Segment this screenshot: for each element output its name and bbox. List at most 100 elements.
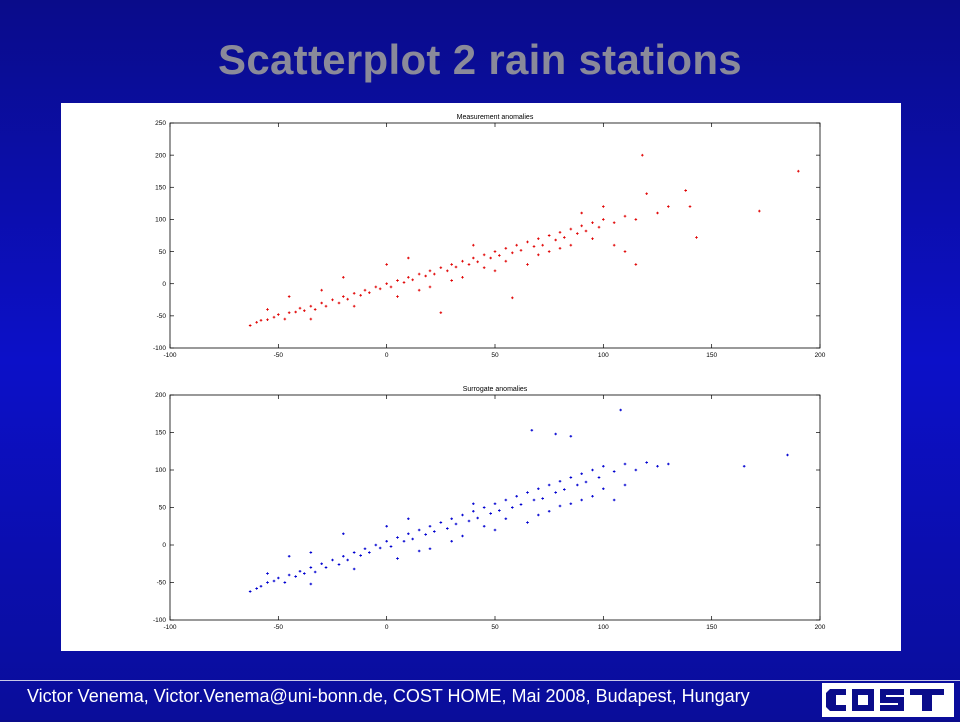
data-point [324, 304, 328, 308]
data-point [597, 225, 601, 229]
data-point [396, 536, 399, 539]
data-point [402, 539, 406, 543]
data-point [612, 470, 616, 473]
slide-title: Scatterplot 2 rain stations [218, 36, 742, 83]
y-tick-label: -50 [157, 580, 167, 587]
data-point [656, 211, 659, 215]
data-point [396, 279, 399, 282]
data-point [688, 205, 692, 208]
data-point [266, 572, 269, 575]
x-tick-label: 100 [598, 624, 609, 631]
data-point [504, 247, 508, 250]
data-point [411, 537, 414, 541]
data-point [695, 236, 698, 239]
data-point [498, 509, 501, 512]
data-point [309, 551, 313, 554]
data-point [363, 288, 367, 292]
data-point [320, 288, 323, 292]
data-point [530, 428, 534, 432]
data-point [324, 566, 328, 569]
data-point [248, 324, 252, 327]
data-point [584, 229, 588, 233]
data-point [255, 587, 258, 590]
data-point [504, 498, 508, 502]
data-point [385, 524, 388, 528]
data-point [482, 266, 486, 269]
data-point [385, 263, 388, 266]
data-point [266, 581, 269, 584]
y-tick-label: -100 [153, 345, 166, 352]
data-point [623, 250, 627, 253]
data-point [428, 285, 432, 289]
data-point [537, 487, 540, 491]
x-tick-label: 150 [706, 352, 717, 359]
y-tick-label: 200 [155, 152, 166, 159]
data-point [368, 551, 371, 554]
data-point [374, 285, 378, 289]
footer-divider [0, 680, 960, 681]
data-point [612, 221, 616, 224]
data-point [580, 498, 583, 502]
data-point [294, 575, 297, 578]
data-point [532, 245, 536, 248]
data-point [537, 237, 540, 241]
data-point [558, 504, 562, 508]
data-point [684, 189, 687, 192]
data-point [385, 282, 388, 286]
data-point [352, 551, 356, 554]
data-point [602, 487, 605, 491]
y-tick-label: 250 [155, 120, 166, 127]
data-point [342, 554, 345, 558]
data-point [526, 491, 529, 494]
data-point [569, 502, 573, 506]
footer-text: Victor Venema, Victor.Venema@uni-bonn.de… [27, 686, 750, 706]
data-point [309, 582, 313, 586]
data-point [554, 238, 557, 242]
data-point [389, 285, 393, 289]
data-point [417, 549, 421, 553]
data-point [342, 532, 345, 536]
data-point [428, 524, 432, 528]
plot-frame [169, 122, 821, 349]
data-point [537, 513, 540, 517]
data-point [424, 533, 427, 536]
data-point [645, 461, 648, 464]
data-point [255, 320, 258, 324]
data-point [558, 230, 562, 234]
plot-frame [169, 394, 821, 621]
data-point [634, 263, 638, 266]
data-point [396, 295, 399, 298]
data-point [634, 218, 638, 221]
data-point [411, 278, 414, 282]
data-point [504, 259, 508, 263]
data-point [569, 243, 573, 247]
data-point [331, 558, 334, 562]
x-tick-label: 150 [706, 624, 717, 631]
data-point [352, 304, 356, 308]
data-point [266, 318, 269, 322]
scatter-plot-2: Surrogate anomalies -100 -50 0 50 100 150 200 -1… [153, 386, 826, 631]
x-tick-label: -100 [163, 624, 176, 631]
data-point [554, 432, 557, 436]
y-tick-label: 100 [155, 217, 166, 224]
data-point [407, 517, 410, 521]
data-point [283, 317, 287, 321]
cost-logo-mark [826, 689, 944, 711]
data-point [558, 479, 562, 483]
y-tick-label: 100 [155, 467, 166, 474]
x-tick-label: 200 [815, 352, 826, 359]
data-point [511, 506, 514, 509]
data-point [786, 453, 789, 457]
data-point [482, 253, 486, 257]
x-tick-label: 50 [491, 624, 499, 631]
data-point [259, 584, 263, 588]
data-point [446, 527, 449, 530]
data-point [439, 521, 443, 524]
scatter-points [248, 153, 800, 327]
data-point [515, 243, 518, 247]
data-point [450, 279, 453, 282]
data-point [313, 308, 317, 311]
data-point [563, 488, 566, 491]
data-point [439, 311, 443, 314]
data-point [623, 462, 627, 466]
